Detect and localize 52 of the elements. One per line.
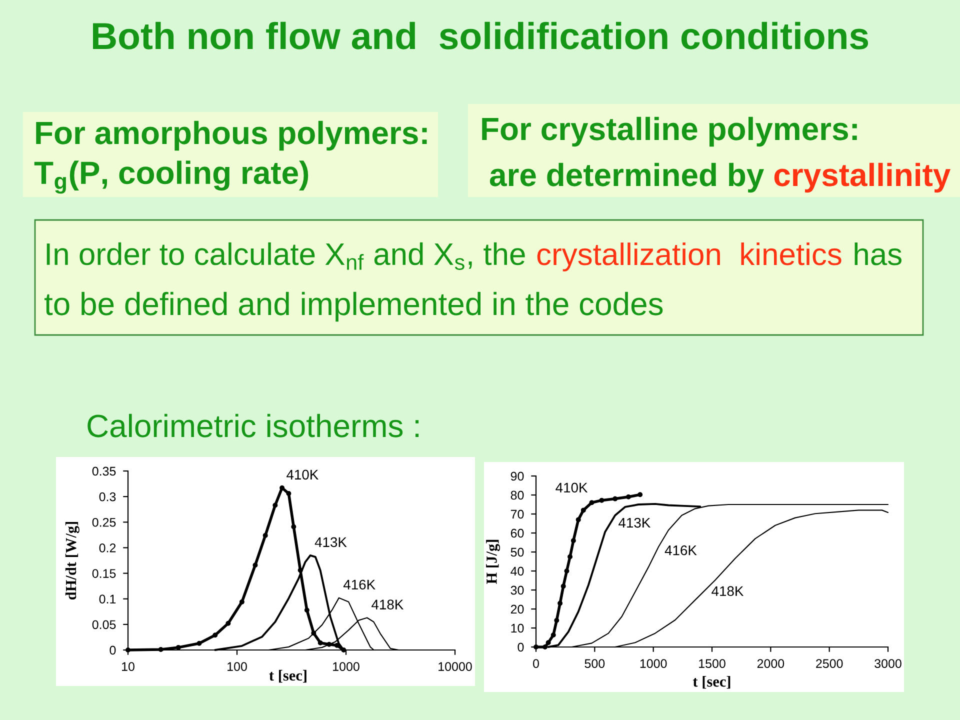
y-tick-label: 70 [510, 510, 524, 519]
y-axis-title: dH/dt [W/g] [65, 522, 80, 600]
x-tick-label: 100 [228, 662, 247, 671]
y-tick-label: 60 [510, 528, 524, 538]
series-label: 413K [314, 537, 347, 548]
x-tick-label: 10000 [438, 662, 472, 671]
x-tick-label: 3000 [874, 659, 902, 668]
y-tick-label: 0.3 [99, 492, 116, 502]
text: has [854, 242, 902, 266]
y-tick-label: 0 [518, 642, 524, 652]
x-tick-label: 1000 [333, 662, 360, 671]
text: Both non flow and solidification conditions [92, 22, 868, 50]
text: For amorphous polymers: [36, 120, 427, 151]
y-tick-label: 80 [510, 490, 524, 500]
y-tick-label: 0 [110, 646, 116, 655]
y-tick-label: 10 [511, 624, 524, 633]
text: T$_{g}$(P, cooling rate) [34, 160, 308, 194]
x-tick-label: 2500 [816, 659, 843, 668]
x-axis-title: t [sec] [692, 676, 730, 689]
y-tick-label: 0.2 [99, 544, 116, 552]
series-label: 416K [664, 545, 697, 556]
x-tick-label: 1000 [640, 659, 667, 668]
y-tick-label: 0.35 [92, 466, 116, 476]
y-tick-label: 30 [510, 586, 524, 595]
y-tick-label: 0.25 [92, 518, 116, 527]
x-tick-label: 500 [584, 659, 605, 668]
x-axis-title: t [sec] [269, 670, 306, 683]
text: crystallization kinetics [537, 242, 842, 272]
x-tick-label: 0 [533, 659, 539, 668]
x-tick-label: 10 [122, 662, 134, 671]
y-tick-label: 0.1 [99, 594, 116, 604]
series-label: 410K [556, 482, 588, 493]
y-tick-label: 90 [510, 472, 524, 481]
y-tick-label: 20 [510, 604, 524, 614]
series-label: 418K [372, 600, 404, 610]
y-tick-label: 50 [510, 548, 524, 557]
series-label: 413K [618, 518, 650, 528]
y-axis-title: H [J/g] [486, 540, 500, 584]
text: crystallinity [774, 162, 951, 193]
x-tick-label: 1500 [699, 659, 726, 668]
series-label: 418K [712, 586, 744, 596]
y-tick-label: 0.15 [92, 569, 116, 578]
y-tick-label: 0.05 [92, 620, 116, 630]
y-tick-label: 40 [510, 566, 524, 576]
series-label: 416K [343, 580, 376, 590]
text: to be defined and implemented in the codes [44, 292, 663, 322]
text: Calorimetric isotherms : [88, 414, 419, 438]
text: In order to calculate X$_{nf}$ and X$_{s}$, the [46, 242, 525, 270]
x-tick-label: 2000 [757, 659, 784, 668]
text: For crystalline polymers: [482, 116, 857, 147]
text: are determined by [490, 162, 764, 193]
series-label: 410K [286, 470, 318, 480]
